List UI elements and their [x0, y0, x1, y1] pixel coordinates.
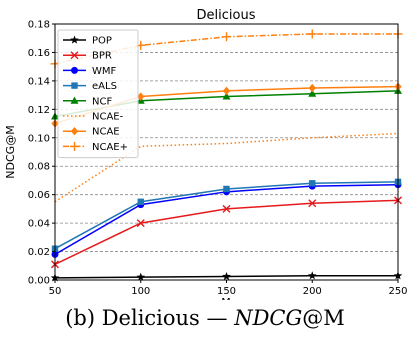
data-point [307, 271, 317, 280]
data-point [222, 271, 231, 281]
legend-label: BPR [92, 51, 112, 62]
ndcg-line-chart: Delicious 0.000.020.040.060.080.100.120.… [4, 8, 408, 300]
legend-entry: NCAE- [63, 112, 124, 123]
legend-entry: NCF [63, 96, 112, 107]
legend-marker [70, 35, 79, 44]
legend-label: POP [92, 36, 112, 47]
data-point [308, 199, 317, 208]
legend-marker [70, 51, 79, 60]
data-point [136, 219, 145, 228]
data-point [307, 29, 317, 39]
series-line [54, 199, 399, 266]
figure-caption: (b) Delicious — NDCG@M [0, 306, 410, 330]
data-point [222, 92, 231, 100]
x-tick-label: 150 [217, 286, 236, 297]
legend-label: NCAE+ [92, 142, 128, 153]
data-point [222, 86, 231, 96]
data-point [136, 272, 146, 281]
y-tick-label: 0.08 [28, 162, 50, 173]
caption-suffix: @M [302, 306, 345, 330]
series-wmf [51, 181, 402, 258]
legend-entry: WMF [63, 66, 117, 77]
y-tick-label: 0.02 [28, 247, 50, 258]
y-tick-label: 0.06 [28, 190, 50, 201]
x-tick-label: 100 [131, 286, 150, 297]
data-point [309, 180, 316, 187]
x-tick-label: 50 [49, 286, 62, 297]
legend-entry: POP [63, 35, 112, 47]
legend-marker [71, 66, 78, 74]
axis-ticks: 0.00 0.02 0.04 0.06 0.08 0.10 0.12 0.14 0.16 0.18… [28, 20, 408, 298]
data-point [137, 92, 145, 101]
legend-box [57, 29, 139, 159]
legend-marker [70, 141, 79, 151]
y-tick-label: 0.12 [28, 105, 50, 116]
x-tick-label: 250 [388, 286, 407, 297]
data-point [308, 89, 317, 97]
legend-label: WMF [92, 66, 117, 77]
legend-marker [70, 127, 79, 136]
chart-title: Delicious [197, 8, 256, 23]
data-point [223, 185, 230, 193]
legend-label: NCAE [92, 127, 120, 138]
caption-prefix: (b) Delicious — [65, 306, 228, 330]
y-tick-label: 0.00 [28, 276, 50, 287]
legend-marker [71, 82, 78, 89]
data-point [137, 198, 144, 205]
legend-entry: NCAE [63, 127, 120, 138]
data-point [308, 83, 316, 93]
legend-label: eALS [92, 81, 117, 92]
data-point [222, 32, 231, 42]
x-axis-label: M [221, 296, 231, 300]
legend: POP BPR WMF eALS NCF NCAE- NCAE NCAE+ [57, 29, 139, 159]
series-bpr [51, 196, 402, 269]
legend-label: NCAE- [92, 112, 124, 123]
y-tick-label: 0.04 [28, 219, 50, 230]
series-line [54, 132, 399, 203]
legend-entry: NCAE+ [63, 142, 128, 153]
data-point [222, 204, 231, 213]
x-tick-label: 200 [303, 286, 322, 297]
legend-entry: eALS [63, 81, 117, 92]
y-tick-label: 0.14 [28, 76, 50, 87]
legend-marker [70, 96, 79, 104]
legend-label: NCF [92, 96, 112, 107]
legend-entry: BPR [63, 51, 112, 62]
y-tick-label: 0.18 [28, 20, 50, 31]
y-tick-label: 0.16 [28, 48, 50, 59]
series-ncae-minus [54, 132, 399, 203]
y-axis-label: NDCG@M [4, 125, 17, 178]
y-tick-label: 0.10 [28, 133, 50, 144]
caption-metric: NDCG [234, 306, 303, 330]
